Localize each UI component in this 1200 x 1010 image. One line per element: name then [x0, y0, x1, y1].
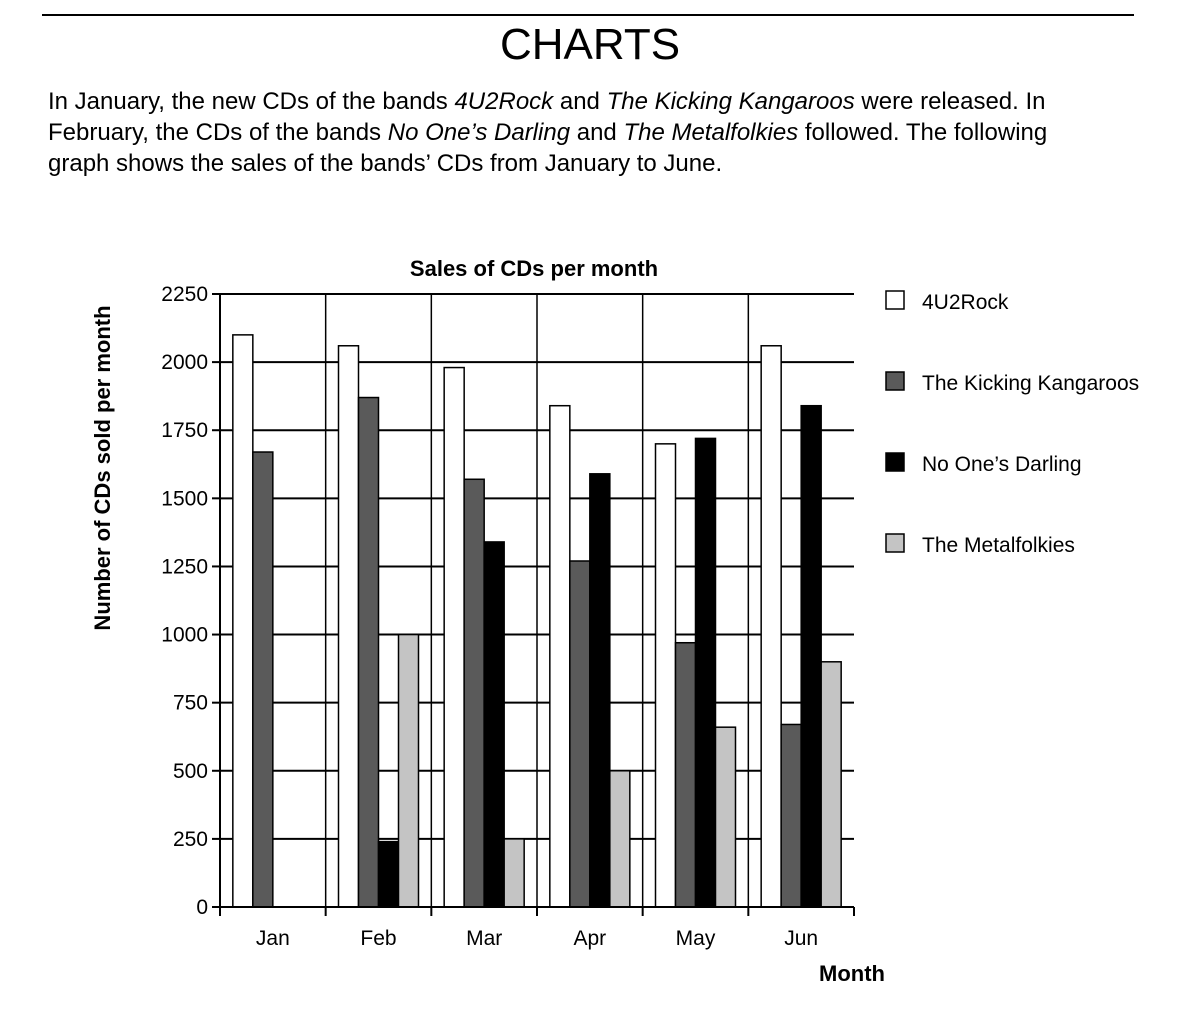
axes: 0 250 500 750 1000 1250 1500 1750 2000 2250 Jan Feb… — [161, 283, 855, 950]
y-tick-label: 1750 — [161, 419, 208, 442]
bar-no-one-s-darling-apr — [589, 473, 611, 908]
bar-4u2rock-jun — [760, 345, 782, 908]
y-tick-label: 1500 — [161, 487, 208, 510]
y-tick-label: 250 — [173, 828, 208, 851]
y-tick-label: 1250 — [161, 555, 208, 578]
legend-label: The Kicking Kangaroos — [922, 372, 1139, 395]
legend-swatch — [885, 290, 905, 310]
x-tick-label: Jan — [256, 927, 290, 950]
bar-the-metalfolkies-feb — [397, 633, 420, 908]
x-tick-label: May — [676, 927, 716, 950]
band-name-no-ones-darling: No One’s Darling — [387, 119, 571, 146]
bar-the-kicking-kangaroos-may — [674, 641, 697, 908]
bar-no-one-s-darling-may — [694, 437, 717, 908]
intro-text-2: and — [553, 88, 607, 115]
legend-swatch — [885, 371, 905, 391]
y-tick-label: 1000 — [161, 624, 208, 647]
y-tick-label: 500 — [173, 760, 208, 783]
legend-label: 4U2Rock — [922, 291, 1009, 314]
band-name-4u2rock: 4U2Rock — [454, 88, 554, 115]
x-tick-label: Feb — [360, 927, 396, 950]
intro-text-5: followed. The following graph shows the … — [48, 119, 1048, 177]
intro-paragraph: In January, the new CDs of the bands 4U2… — [48, 86, 1058, 179]
bars — [232, 334, 842, 908]
bar-the-kicking-kangaroos-apr — [569, 560, 591, 908]
x-tick-label: Apr — [573, 927, 606, 950]
legend-swatch — [885, 452, 905, 472]
y-tick-label: 2000 — [161, 351, 208, 374]
y-tick-label: 750 — [173, 692, 208, 715]
top-rule — [42, 14, 1134, 16]
bar-the-kicking-kangaroos-jun — [780, 723, 802, 908]
chart-title: Sales of CDs per month — [410, 256, 658, 281]
legend-label: The Metalfolkies — [922, 534, 1075, 557]
bar-no-one-s-darling-mar — [483, 541, 505, 908]
intro-text-1: In January, the new CDs of the bands — [48, 88, 455, 115]
legend-label: No One’s Darling — [922, 453, 1082, 476]
band-name-kicking-kangaroos: The Kicking Kangaroos — [606, 88, 855, 115]
bar-4u2rock-apr — [549, 404, 571, 908]
bar-4u2rock-jan — [232, 334, 254, 908]
bar-the-kicking-kangaroos-mar — [463, 478, 485, 908]
intro-text-3: were released. In February, the CDs of t… — [48, 88, 1046, 146]
y-tick-label: 2250 — [161, 283, 208, 306]
bar-4u2rock-feb — [337, 345, 360, 908]
page-heading: CHARTS — [499, 20, 681, 69]
x-tick-label: Jun — [784, 927, 818, 950]
bar-4u2rock-may — [654, 443, 677, 908]
bar-the-kicking-kangaroos-feb — [357, 396, 380, 908]
x-axis-label: Month — [819, 961, 885, 986]
bar-the-metalfolkies-may — [714, 726, 737, 908]
y-tick-label: 0 — [196, 896, 208, 919]
legend: 4U2Rock The Kicking Kangaroos No One’s Dar… — [885, 290, 1139, 557]
y-axis-label: Number of CDs sold per month — [90, 305, 115, 630]
legend-swatch — [885, 533, 905, 553]
bar-the-metalfolkies-apr — [609, 770, 631, 908]
band-name-metalfolkies: The Metalfolkies — [623, 119, 799, 146]
bar-the-kicking-kangaroos-jan — [252, 451, 274, 908]
bar-the-metalfolkies-mar — [503, 838, 525, 908]
intro-text-4: and — [570, 119, 624, 146]
x-tick-label: Mar — [466, 927, 502, 950]
bar-the-metalfolkies-jun — [820, 661, 842, 908]
bar-4u2rock-mar — [443, 366, 465, 908]
bar-no-one-s-darling-jun — [800, 404, 822, 908]
gridlines — [220, 293, 854, 907]
bar-no-one-s-darling-feb — [377, 840, 400, 908]
